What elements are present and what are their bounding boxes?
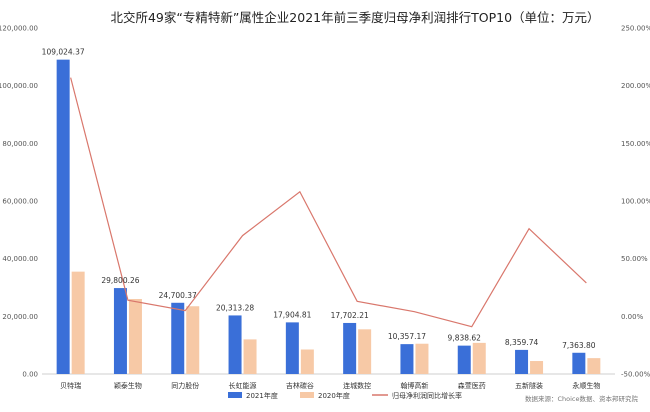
legend-swatch-2021: [228, 392, 242, 398]
right-tick-label: 200.00%: [621, 82, 650, 90]
left-tick-label: 40,000.00: [2, 255, 38, 263]
growth-line: [70, 77, 587, 328]
category-label: 翰博高新: [400, 381, 428, 390]
bar-2020: [587, 358, 601, 374]
left-tick-label: 120,000.00: [0, 25, 38, 33]
bar-2021: [400, 344, 414, 374]
legend-label-2020: 2020年度: [318, 391, 350, 400]
left-tick-label: 80,000.00: [2, 140, 38, 148]
bar-2020: [243, 339, 257, 374]
right-tick-label: 50.00%: [621, 255, 648, 263]
bar-2021: [56, 59, 70, 375]
data-label-2021: 20,313.28: [216, 303, 254, 312]
bar-2020: [358, 329, 372, 374]
right-axis: -50.00% 0.00% 50.00% 100.00% 150.00% 200.00% 2…: [621, 25, 650, 379]
left-axis: 0.00 20,000.00 40,000.00 60,000.00 80,000.00…: [0, 25, 615, 379]
right-tick-label: 0.00%: [621, 313, 644, 321]
category-label: 连城数控: [343, 381, 371, 390]
left-tick-label: 20,000.00: [2, 313, 38, 321]
right-tick-label: -50.00%: [621, 371, 650, 379]
source-note: 数据来源：Choice数据、资本邦研究院: [525, 394, 639, 403]
legend: 2021年度 2020年度 归母净利润同比增长率: [228, 391, 462, 400]
bar-2021: [113, 288, 127, 374]
data-label-2021: 17,904.81: [273, 310, 311, 319]
data-label-2021: 7,363.80: [562, 341, 596, 350]
right-tick-label: 250.00%: [621, 25, 650, 33]
left-tick-label: 60,000.00: [2, 198, 38, 206]
chart-title: 北交所49家“专精特新”属性企业2021年前三季度归母净利润排行TOP10（单位…: [110, 10, 599, 25]
bar-2020: [186, 306, 200, 374]
data-labels: 109,024.37 29,800.26 24,700.37 20,313.28 17,…: [42, 48, 596, 350]
data-label-2021: 8,359.74: [505, 338, 539, 347]
category-label: 五新隧装: [515, 381, 543, 390]
bar-2020: [71, 271, 85, 374]
bar-2021: [515, 349, 529, 374]
bar-2020: [530, 361, 544, 374]
category-label: 颖泰生物: [114, 381, 142, 390]
category-labels: 贝特瑞 颖泰生物 同力股份 长虹能源 吉林碳谷 连城数控 翰博高新 森萱医药 五新隧装 永顺生物: [60, 381, 600, 390]
data-label-2021: 24,700.37: [159, 291, 197, 300]
bar-2020: [472, 342, 486, 374]
category-label: 永顺生物: [572, 381, 600, 390]
bar-2020: [415, 343, 429, 374]
bar-2021: [457, 345, 471, 374]
left-tick-label: 0.00: [22, 371, 38, 379]
right-tick-label: 150.00%: [621, 140, 650, 148]
legend-label-growth: 归母净利润同比增长率: [392, 391, 462, 400]
bar-2021: [228, 315, 242, 374]
bar-2020: [300, 349, 314, 374]
bar-2020: [128, 299, 142, 374]
category-label: 长虹能源: [229, 381, 257, 390]
bar-2021: [171, 302, 185, 374]
category-label: 森萱医药: [458, 381, 486, 390]
data-label-2021: 10,357.17: [388, 332, 426, 341]
right-tick-label: 100.00%: [621, 198, 650, 206]
category-label: 贝特瑞: [60, 381, 81, 390]
bar-2021: [343, 322, 357, 374]
category-label: 同力股份: [171, 381, 199, 390]
growth-line-series: [70, 77, 587, 328]
legend-label-2021: 2021年度: [246, 391, 278, 400]
bar-series: [56, 59, 601, 375]
bar-2021: [285, 322, 299, 374]
category-label: 吉林碳谷: [286, 381, 314, 390]
data-label-2021: 29,800.26: [101, 276, 139, 285]
data-label-2021: 17,702.21: [331, 311, 369, 320]
bar-2021: [572, 352, 586, 374]
data-label-2021: 9,838.62: [448, 334, 482, 343]
legend-swatch-2020: [300, 392, 314, 398]
data-label-2021: 109,024.37: [42, 48, 85, 57]
left-tick-label: 100,000.00: [0, 82, 38, 90]
